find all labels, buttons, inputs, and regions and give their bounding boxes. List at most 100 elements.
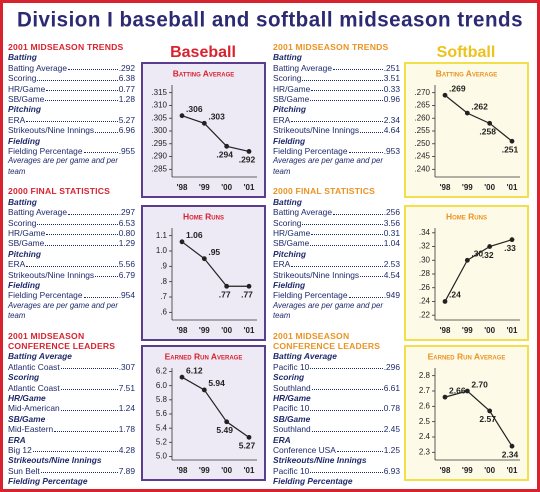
- stat-value: 5.27: [118, 114, 135, 125]
- section-heading: CONFERENCE LEADERS: [273, 340, 381, 351]
- data-point: [246, 149, 252, 154]
- x-tick-label: '01: [507, 466, 518, 475]
- data-point: [487, 408, 493, 414]
- data-point: [224, 143, 230, 149]
- x-tick-label: '01: [244, 326, 255, 335]
- stat-row: Fielding Percentage .955: [8, 146, 135, 156]
- stat-label: Big 12: [8, 445, 32, 456]
- stat-label: ERA: [8, 259, 26, 270]
- stat-row: Mid-Eastern 1.78: [8, 424, 135, 434]
- stat-row: Scoring 6.38: [8, 73, 135, 83]
- stat-row: SB/Game 1.28: [8, 94, 135, 104]
- leader-dots: [348, 290, 383, 298]
- data-point: [509, 138, 515, 144]
- y-tick-label: 1.1: [156, 231, 168, 240]
- stat-row: SB/Game 1.29: [8, 238, 135, 248]
- stat-value: 6.61: [383, 382, 400, 393]
- stat-row: Pacific 10 .296: [273, 362, 400, 372]
- stat-value: 4.54: [383, 269, 400, 280]
- stat-value: 6.38: [118, 73, 135, 84]
- leader-dots: [302, 218, 383, 225]
- stat-label: Strikeouts/Nine Innings: [8, 269, 95, 280]
- section-heading: 2000 FINAL STATISTICS: [8, 186, 111, 197]
- stat-label: ERA: [273, 114, 291, 125]
- value-label: .262: [471, 101, 488, 111]
- y-tick-label: .260: [414, 113, 430, 122]
- leader-dots: [336, 445, 383, 453]
- stat-value: .949: [383, 290, 400, 301]
- value-label: .30: [471, 249, 483, 259]
- stat-value: 0.96: [383, 94, 400, 105]
- x-tick-label: '98: [440, 183, 451, 192]
- stat-label: Batting Average: [8, 207, 67, 218]
- group-name: Scoring: [273, 372, 305, 383]
- stat-label: Scoring: [8, 217, 37, 228]
- leader-dots: [348, 146, 383, 154]
- y-tick-label: .285: [151, 164, 167, 173]
- leader-dots: [32, 445, 118, 453]
- y-tick-label: .265: [414, 101, 430, 110]
- x-tick-label: '00: [221, 183, 232, 192]
- stat-row: ERA 2.53: [273, 259, 400, 269]
- section: 2001 MIDSEASON CONFERENCE LEADERS Batting …: [8, 331, 135, 492]
- stat-label: Southland: [273, 382, 311, 393]
- y-tick-label: 2.4: [419, 432, 431, 441]
- stat-value: 2.34: [383, 114, 400, 125]
- stat-label: HR/Game: [8, 227, 46, 238]
- x-tick-label: '00: [484, 326, 495, 335]
- stat-label: Atlantic Coast: [8, 361, 60, 372]
- leader-dots: [310, 403, 383, 411]
- stat-row: ERA 2.34: [273, 115, 400, 125]
- leader-dots: [42, 487, 117, 489]
- y-tick-label: .28: [419, 269, 431, 278]
- group-name: Strikeouts/Nine Innings: [273, 455, 367, 466]
- stat-value: 3.56: [383, 217, 400, 228]
- group-name: Fielding Percentage: [8, 476, 88, 487]
- stat-label: SB/Game: [273, 94, 310, 105]
- stat-value: 2.53: [383, 259, 400, 270]
- stat-label: Fielding Percentage: [273, 290, 348, 301]
- stat-label: HR/Game: [273, 83, 311, 94]
- y-tick-label: .250: [414, 139, 430, 148]
- value-label: .306: [186, 104, 203, 114]
- group-name: Batting: [8, 52, 37, 63]
- x-tick-label: '00: [221, 326, 232, 335]
- group-name: Strikeouts/Nine Innings: [8, 455, 102, 466]
- stat-label: Mid-Eastern: [8, 424, 54, 435]
- value-label: .294: [216, 150, 233, 160]
- stat-label: Fielding Percentage: [8, 146, 83, 157]
- leader-dots: [26, 259, 118, 267]
- stat-label: ERA: [8, 114, 26, 125]
- chart-title: Earned Run Average: [428, 351, 506, 361]
- group-name: Batting: [273, 196, 302, 207]
- stat-value: .297: [118, 207, 135, 218]
- data-point: [464, 388, 470, 394]
- stat-row: Mid-American 1.24: [8, 403, 135, 413]
- stat-value: .965: [118, 486, 135, 492]
- page-title: Division I baseball and softball midseas…: [17, 9, 523, 32]
- leader-dots: [54, 424, 118, 432]
- stat-value: 4.64: [383, 125, 400, 136]
- stat-label: Strikeouts/Nine Innings: [273, 125, 360, 136]
- stat-value: 1.29: [118, 238, 135, 249]
- leader-dots: [332, 63, 383, 71]
- group-name: Fielding: [273, 135, 306, 146]
- stat-label: Fielding Percentage: [273, 146, 348, 157]
- data-point: [464, 110, 470, 116]
- value-label: .269: [449, 83, 466, 93]
- stat-value: 1.25: [383, 445, 400, 456]
- chart-title: Home Runs: [446, 211, 487, 221]
- leader-dots: [60, 403, 118, 411]
- chart-frame: [404, 62, 529, 198]
- leader-dots: [291, 115, 383, 123]
- leader-dots: [291, 259, 383, 267]
- leader-dots: [60, 362, 118, 370]
- group-name: Scoring: [8, 372, 40, 383]
- leader-dots: [332, 207, 383, 215]
- stat-label: Batting Average: [273, 62, 332, 73]
- stat-label: Mid-American: [8, 403, 60, 414]
- stat-row: Sun Belt 7.89: [8, 466, 135, 476]
- data-point: [224, 419, 230, 425]
- stat-row: Atlantic Coast 7.51: [8, 383, 135, 393]
- y-tick-label: .315: [151, 88, 167, 97]
